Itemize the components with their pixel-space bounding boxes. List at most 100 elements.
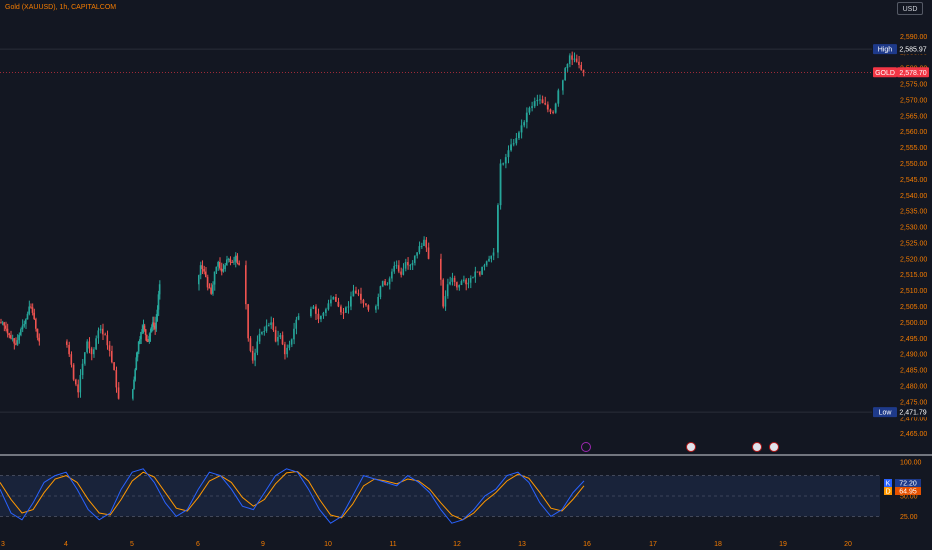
candle-body bbox=[68, 344, 70, 355]
time-tick-label: 9 bbox=[261, 541, 265, 548]
candle-body bbox=[113, 362, 115, 371]
candle-body bbox=[523, 122, 526, 126]
candle-body bbox=[485, 261, 488, 266]
candle-body bbox=[297, 316, 300, 320]
candle-body bbox=[418, 246, 421, 253]
candle-body bbox=[111, 351, 113, 363]
time-axis: 3 4 5 6 9 10 11 12 13 16 17 18 19 20 bbox=[1, 541, 852, 548]
stoch-legend-value-bg bbox=[895, 479, 921, 487]
candle-body bbox=[350, 296, 352, 307]
candle-body bbox=[249, 338, 252, 351]
candle-body bbox=[220, 268, 223, 272]
low-marker-label-bg bbox=[873, 407, 897, 418]
candle-body bbox=[205, 271, 207, 278]
price-tick-label: 2,470.00 bbox=[900, 415, 927, 422]
candle-body bbox=[293, 328, 295, 340]
stoch-legend-value: 64.95 bbox=[899, 489, 917, 496]
candle-body bbox=[0, 322, 2, 324]
high-marker-label: High bbox=[878, 47, 893, 54]
candle-body bbox=[507, 150, 510, 158]
candle-body bbox=[312, 306, 315, 309]
candle-body bbox=[147, 340, 149, 342]
price-tick-label: 2,575.00 bbox=[900, 82, 927, 89]
candle-body bbox=[84, 352, 86, 364]
candle-body bbox=[352, 290, 355, 297]
candle-body bbox=[18, 335, 20, 341]
price-tick-label: 2,515.00 bbox=[900, 272, 927, 279]
candle-body bbox=[420, 245, 423, 247]
price-tick-label: 2,570.00 bbox=[900, 97, 927, 104]
candle-body bbox=[256, 341, 259, 353]
candle-body bbox=[449, 281, 451, 285]
candle-body bbox=[476, 271, 479, 273]
candle-body bbox=[330, 299, 332, 304]
candle-body bbox=[272, 322, 275, 331]
candle-body bbox=[518, 132, 520, 139]
candle-body bbox=[288, 344, 291, 348]
candle-body bbox=[156, 309, 159, 317]
candle-body bbox=[217, 262, 219, 267]
candle-body bbox=[580, 64, 583, 71]
candle-body bbox=[362, 299, 365, 304]
candle-body bbox=[26, 313, 29, 320]
candle-body bbox=[407, 262, 409, 266]
candle-body bbox=[134, 369, 136, 380]
candle-body bbox=[102, 328, 104, 335]
candle-body bbox=[460, 281, 463, 286]
candle-body bbox=[234, 255, 237, 262]
candle-body bbox=[337, 301, 340, 307]
stoch-tick-label: 100.00 bbox=[900, 460, 922, 467]
time-tick-label: 11 bbox=[389, 541, 396, 548]
candle-body bbox=[6, 328, 9, 334]
time-tick-label: 12 bbox=[453, 541, 461, 548]
candle-body bbox=[453, 277, 456, 283]
candle-body bbox=[566, 63, 569, 69]
candle-body bbox=[88, 341, 91, 349]
candle-body bbox=[270, 322, 272, 325]
candle-body bbox=[578, 61, 580, 65]
candle-body bbox=[238, 262, 240, 266]
candle-body bbox=[345, 307, 347, 313]
candle-body bbox=[247, 304, 249, 339]
candle-body bbox=[149, 331, 152, 337]
candle-body bbox=[13, 338, 15, 344]
candle-body bbox=[143, 325, 146, 330]
candle-body bbox=[108, 345, 111, 352]
high-marker-value: 2,585.97 bbox=[899, 47, 926, 54]
currency-button[interactable]: USD bbox=[897, 2, 923, 15]
candle-body bbox=[467, 282, 470, 285]
stoch-legend-key: K bbox=[886, 481, 891, 488]
candle-body bbox=[277, 336, 279, 342]
candle-body bbox=[86, 341, 88, 353]
gold-marker-label: GOLD bbox=[875, 70, 895, 77]
candle-body bbox=[97, 330, 100, 339]
candle-body bbox=[226, 259, 228, 266]
candle-body bbox=[332, 296, 335, 300]
candle-body bbox=[365, 303, 367, 306]
candle-body bbox=[404, 262, 407, 269]
time-tick-label: 20 bbox=[844, 541, 852, 548]
candle-body bbox=[456, 282, 458, 288]
candle-body bbox=[15, 343, 17, 345]
candle-body bbox=[20, 329, 22, 336]
stoch-legend-value: 72.20 bbox=[899, 481, 917, 488]
candle-body bbox=[16, 340, 19, 345]
flag-event-icon bbox=[686, 442, 696, 452]
stoch-tick-label: 50.00 bbox=[900, 494, 918, 501]
candle-body bbox=[481, 266, 483, 275]
candle-body bbox=[393, 265, 395, 272]
price-tick-label: 2,500.00 bbox=[900, 320, 927, 327]
candle-body bbox=[562, 80, 564, 91]
candle-body bbox=[384, 281, 386, 285]
candle-body bbox=[10, 335, 12, 339]
price-tick-label: 2,565.00 bbox=[900, 113, 927, 120]
price-tick-label: 2,535.00 bbox=[900, 209, 927, 216]
candle-body bbox=[497, 205, 499, 253]
stoch-legend-key: D bbox=[885, 489, 890, 496]
symbol-title: Gold (XAUUSD), 1h, CAPITALCOM bbox=[5, 4, 117, 11]
price-tick-label: 2,560.00 bbox=[900, 129, 927, 136]
candle-body bbox=[520, 125, 523, 133]
candle-body bbox=[539, 99, 541, 101]
low-marker-value-bg bbox=[897, 407, 929, 418]
